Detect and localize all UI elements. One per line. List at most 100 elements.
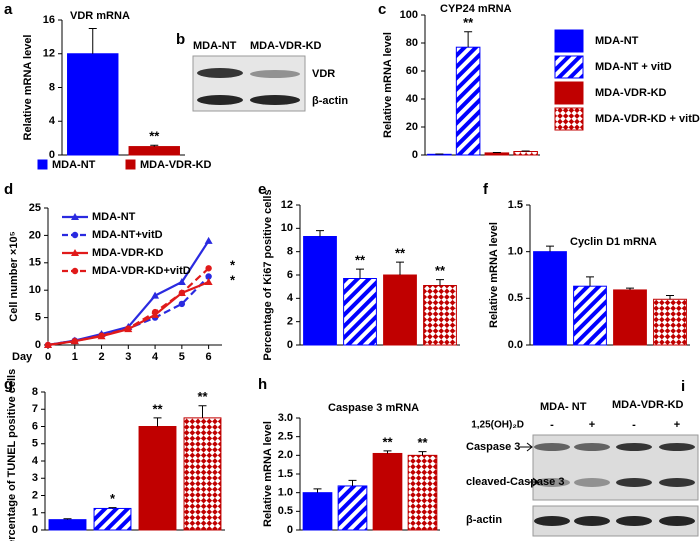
error-bar	[546, 245, 554, 252]
significance-label: *	[110, 491, 116, 506]
bar	[484, 152, 510, 156]
legend-swatch	[125, 159, 136, 170]
treatment-sign: +	[589, 419, 595, 431]
point	[71, 337, 78, 345]
legend-symbol	[71, 231, 79, 239]
y-tick-label: 100	[400, 9, 418, 21]
y-tick-label: 5	[32, 438, 38, 450]
x-tick-label: 4	[152, 351, 159, 363]
blot-column-label: MDA- NT	[540, 401, 587, 413]
error-bar	[418, 451, 427, 456]
blot-band	[616, 516, 652, 526]
bar	[455, 46, 481, 156]
bar	[383, 274, 417, 346]
y-tick-label: 4	[287, 292, 294, 304]
point	[205, 273, 212, 280]
point	[177, 277, 186, 285]
point	[205, 265, 212, 272]
legend-swatch	[554, 55, 584, 79]
y-tick-label: 6	[32, 420, 38, 432]
legend-marker	[71, 213, 79, 220]
legend-label: MDA-NT	[92, 211, 136, 223]
y-tick-label: 4	[32, 455, 39, 467]
panel-letter: g	[4, 376, 13, 393]
legend-swatch	[37, 159, 48, 170]
blot-row-label: cleaved-Caspase 3	[466, 476, 564, 488]
y-axis-label: Relative mRNA level	[382, 32, 394, 138]
blot-row-label: β-actin	[312, 95, 348, 107]
panel-letter: c	[378, 1, 386, 18]
bar	[67, 53, 119, 156]
y-tick-label: 0.0	[508, 339, 523, 351]
y-tick-label: 12	[43, 48, 55, 60]
x-tick-label: 2	[98, 351, 104, 363]
blot-band	[534, 478, 570, 487]
legend-label: MDA-VDR-KD	[140, 159, 212, 171]
significance-label: **	[149, 129, 160, 144]
bar	[128, 146, 180, 156]
bar	[513, 151, 538, 156]
error-bar	[626, 287, 634, 290]
significance-label: *	[230, 257, 236, 272]
blot-column-label: MDA-VDR-KD	[612, 399, 684, 411]
treatment-label: 1,25(OH)₂D	[471, 420, 524, 431]
y-tick-label: 8	[32, 386, 38, 398]
significance-label: **	[417, 435, 428, 450]
x-tick-label: 6	[206, 351, 212, 363]
y-tick-label: 10	[281, 222, 293, 234]
y-tick-label: 0	[287, 339, 293, 351]
error-bar	[348, 479, 357, 486]
y-axis-label: Percentage of TUNEL positive cells	[6, 369, 18, 541]
significance-label: **	[355, 253, 366, 268]
point	[204, 236, 213, 244]
bar	[183, 417, 222, 531]
blot-band	[250, 70, 300, 78]
y-tick-label: 2.5	[278, 431, 293, 443]
bar	[653, 298, 687, 346]
legend-marker	[71, 249, 79, 256]
error-bar	[464, 31, 473, 48]
treatment-sign: -	[632, 419, 636, 431]
point	[151, 291, 160, 299]
blot-row-label: β-actin	[466, 514, 502, 526]
point	[204, 277, 213, 285]
error-bar	[198, 405, 207, 418]
x-tick-label: 5	[179, 351, 185, 363]
error-bar	[586, 276, 594, 287]
y-tick-label: 1.0	[508, 246, 523, 258]
bar	[533, 251, 567, 346]
treatment-sign: -	[550, 419, 554, 431]
y-tick-label: 7	[32, 403, 38, 415]
bar	[302, 492, 333, 531]
bar	[423, 285, 457, 346]
y-tick-label: 2	[287, 316, 293, 328]
y-tick-label: 0	[35, 339, 41, 351]
error-bar	[88, 27, 97, 54]
y-tick-label: 80	[406, 37, 418, 49]
blot-band	[574, 478, 610, 487]
blot-arrow	[520, 442, 533, 452]
error-bar	[521, 150, 530, 152]
blot-band	[197, 95, 243, 105]
error-bar	[396, 261, 404, 275]
chart-title: VDR mRNA	[70, 10, 130, 22]
y-axis-label: Percentage of Ki67 positive cells	[262, 189, 274, 360]
chart-title: CYP24 mRNA	[440, 3, 512, 15]
y-tick-label: 0.5	[508, 292, 523, 304]
point	[98, 332, 105, 339]
blot-band	[197, 68, 243, 78]
error-bar	[436, 279, 444, 286]
blot-band	[616, 478, 652, 487]
legend-marker	[71, 231, 79, 239]
y-tick-label: 5	[35, 312, 41, 324]
legend-marker	[71, 267, 79, 275]
y-axis-label: Relative mRNA level	[22, 35, 34, 141]
significance-label: **	[382, 434, 393, 449]
panel-letter: h	[258, 376, 267, 393]
y-tick-label: 0	[49, 149, 55, 161]
y-tick-label: 0	[412, 149, 418, 161]
y-tick-label: 3	[32, 472, 38, 484]
blot-band	[659, 478, 695, 487]
blot-band	[659, 443, 695, 451]
